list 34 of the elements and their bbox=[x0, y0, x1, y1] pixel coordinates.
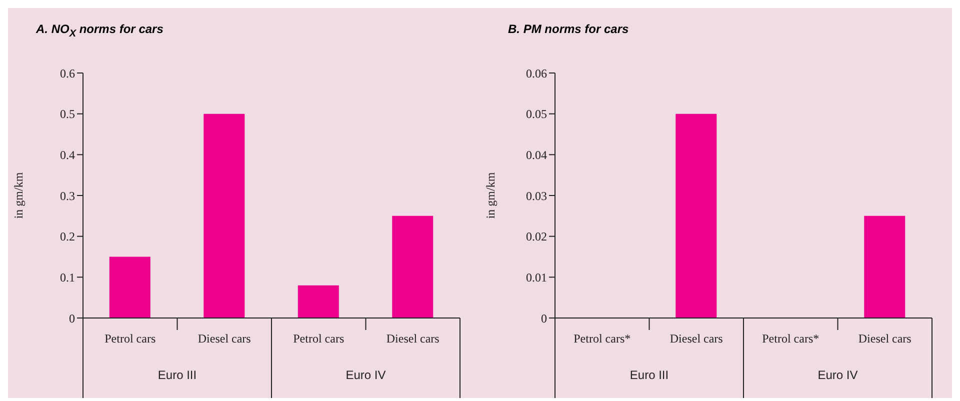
y-tick-label: 0.6 bbox=[60, 66, 75, 80]
x-tick-label: Petrol cars* bbox=[762, 332, 820, 346]
y-tick-label: 0.3 bbox=[60, 188, 75, 203]
bar bbox=[298, 285, 339, 318]
chart-title: B. PM norms for cars bbox=[507, 21, 630, 38]
x-tick-label: Diesel cars bbox=[198, 332, 252, 346]
x-tick-label: Petrol cars bbox=[104, 332, 156, 346]
x-tick-label: Diesel cars bbox=[858, 332, 912, 346]
bar bbox=[109, 256, 150, 318]
y-tick-label: 0.02 bbox=[526, 230, 547, 244]
text: Euro III bbox=[628, 368, 670, 382]
chart-title: A. NO$_{X}$ norms for cars bbox=[34, 21, 164, 42]
y-tick-label: 0.2 bbox=[60, 230, 75, 244]
text: Euro III bbox=[156, 368, 198, 382]
bar bbox=[392, 216, 434, 318]
y-tick-label: 0.06 bbox=[526, 66, 547, 80]
x-tick-label: Petrol cars bbox=[293, 332, 344, 346]
y-tick-label: 0.1 bbox=[60, 270, 75, 284]
x-tick-label: Diesel cars bbox=[670, 332, 724, 346]
y-tick-label: 0 bbox=[69, 311, 75, 326]
y-tick-label: 0.5 bbox=[60, 107, 75, 122]
y-axis-title: in gm/km bbox=[483, 172, 498, 219]
x-tick-label: Diesel cars bbox=[386, 332, 440, 346]
y-tick-label: 0 bbox=[541, 311, 547, 326]
y-tick-label: 0.01 bbox=[526, 270, 547, 284]
text: Euro IV bbox=[816, 368, 859, 382]
x-tick-label: Petrol cars* bbox=[574, 332, 631, 346]
text: Euro IV bbox=[344, 368, 387, 382]
y-tick-label: 0.4 bbox=[60, 148, 75, 162]
y-tick-label: 0.03 bbox=[526, 188, 547, 203]
bar bbox=[204, 114, 245, 318]
y-tick-label: 0.04 bbox=[526, 148, 547, 162]
y-tick-label: 0.05 bbox=[526, 107, 547, 122]
y-axis-title: in gm/km bbox=[11, 172, 26, 219]
